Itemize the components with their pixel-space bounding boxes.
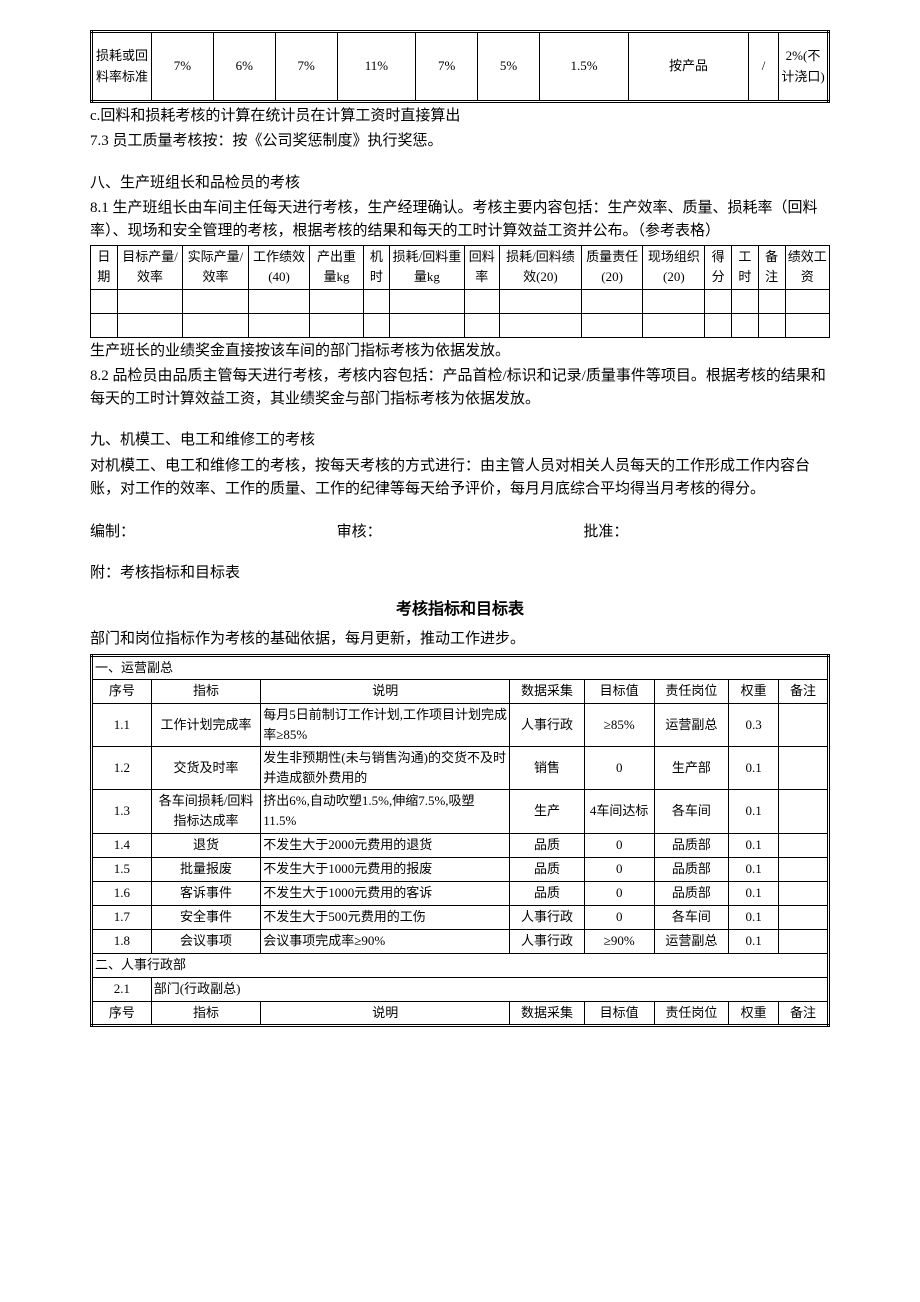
signature-row: 编制： 审核： 批准： — [90, 521, 830, 544]
t2-h7: 回料率 — [464, 246, 500, 289]
t2-header-row: 日期 目标产量/效率 实际产量/效率 工作绩效(40) 产出重量kg 机时 损耗… — [91, 246, 830, 289]
kpi-title: 考核指标和目标表 — [90, 598, 830, 623]
kpi-table: 一、运营副总 序号 指标 说明 数据采集 目标值 责任岗位 权重 备注 1.1工… — [90, 654, 830, 1027]
sign-author: 编制： — [90, 521, 337, 544]
section-9-title: 九、机模工、电工和维修工的考核 — [90, 429, 830, 452]
kpi-row-11: 1.1工作计划完成率每月5日前制订工作计划,工作项目计划完成率≥85%人事行政≥… — [92, 703, 829, 746]
t2-row-1 — [91, 289, 830, 313]
t2-h2: 实际产量/效率 — [183, 246, 248, 289]
t1-c0: 7% — [152, 32, 214, 102]
t1-c1: 6% — [213, 32, 275, 102]
para-c: c.回料和损耗考核的计算在统计员在计算工资时直接算出 — [90, 105, 830, 128]
kpi-row-17: 1.7安全事件不发生大于500元费用的工伤人事行政0各车间0.1 — [92, 905, 829, 929]
kpi-h7: 备注 — [779, 679, 829, 703]
kpi-row-13: 1.3各车间损耗/回料指标达成率挤出6%,自动吹塑1.5%,伸缩7.5%,吸塑1… — [92, 790, 829, 833]
kpi-sect2: 二、人事行政部 — [92, 953, 829, 977]
t1-c9: 2%(不计浇口) — [779, 32, 829, 102]
loss-rate-table: 损耗或回料率标准 7% 6% 7% 11% 7% 5% 1.5% 按产品 / 2… — [90, 30, 830, 103]
attachment-label: 附：考核指标和目标表 — [90, 562, 830, 585]
team-leader-table: 日期 目标产量/效率 实际产量/效率 工作绩效(40) 产出重量kg 机时 损耗… — [90, 245, 830, 337]
kpi-h2: 说明 — [261, 679, 510, 703]
kpi-h1: 指标 — [151, 679, 261, 703]
kpi-row-16: 1.6客诉事件不发生大于1000元费用的客诉品质0品质部0.1 — [92, 881, 829, 905]
t2-h12: 工时 — [732, 246, 759, 289]
kpi-row-12: 1.2交货及时率发生非预期性(未与销售沟通)的交货不及时并造成额外费用的销售0生… — [92, 747, 829, 790]
para-81: 8.1 生产班组长由车间主任每天进行考核，生产经理确认。考核主要内容包括：生产效… — [90, 197, 830, 244]
kpi-header2-row: 序号 指标 说明 数据采集 目标值 责任岗位 权重 备注 — [92, 1001, 829, 1025]
sign-approve: 批准： — [583, 521, 830, 544]
t2-h0: 日期 — [91, 246, 118, 289]
t1-c5: 5% — [478, 32, 540, 102]
para-82: 8.2 品检员由品质主管每天进行考核，考核内容包括：产品首检/标识和记录/质量事… — [90, 365, 830, 412]
t1-c8: / — [749, 32, 779, 102]
sign-review: 审核： — [337, 521, 584, 544]
t2-h5: 机时 — [363, 246, 390, 289]
t1-c7: 按产品 — [629, 32, 749, 102]
kpi-h0: 序号 — [92, 679, 152, 703]
t1-c3: 11% — [337, 32, 416, 102]
kpi-row-15: 1.5批量报废不发生大于1000元费用的报废品质0品质部0.1 — [92, 857, 829, 881]
t2-h11: 得分 — [705, 246, 732, 289]
para-73: 7.3 员工质量考核按：按《公司奖惩制度》执行奖惩。 — [90, 130, 830, 153]
t2-h9: 质量责任(20) — [581, 246, 643, 289]
t1-c6: 1.5% — [540, 32, 629, 102]
kpi-h5: 责任岗位 — [654, 679, 729, 703]
kpi-intro: 部门和岗位指标作为考核的基础依据，每月更新，推动工作进步。 — [90, 628, 830, 651]
t2-h10: 现场组织(20) — [643, 246, 705, 289]
kpi-row-18: 1.8会议事项会议事项完成率≥90%人事行政≥90%运营副总0.1 — [92, 929, 829, 953]
t2-h14: 绩效工资 — [785, 246, 829, 289]
t2-h8: 损耗/回料绩效(20) — [500, 246, 582, 289]
t2-row-2 — [91, 313, 830, 337]
t2-h4: 产出重量kg — [310, 246, 363, 289]
t2-h1: 目标产量/效率 — [117, 246, 182, 289]
para-9-body: 对机模工、电工和维修工的考核，按每天考核的方式进行：由主管人员对相关人员每天的工… — [90, 455, 830, 502]
para-8-after: 生产班长的业绩奖金直接按该车间的部门指标考核为依据发放。 — [90, 340, 830, 363]
t1-c2: 7% — [275, 32, 337, 102]
kpi-row-21: 2.1部门(行政副总) — [92, 977, 829, 1001]
t2-h6: 损耗/回料重量kg — [390, 246, 464, 289]
kpi-row-14: 1.4退货不发生大于2000元费用的退货品质0品质部0.1 — [92, 833, 829, 857]
kpi-sect1: 一、运营副总 — [92, 655, 829, 679]
kpi-h6: 权重 — [729, 679, 779, 703]
kpi-h4: 目标值 — [584, 679, 654, 703]
t1-label: 损耗或回料率标准 — [92, 32, 152, 102]
t2-h13: 备注 — [758, 246, 785, 289]
kpi-header-row: 序号 指标 说明 数据采集 目标值 责任岗位 权重 备注 — [92, 679, 829, 703]
section-8-title: 八、生产班组长和品检员的考核 — [90, 172, 830, 195]
t2-h3: 工作绩效(40) — [248, 246, 310, 289]
t1-c4: 7% — [416, 32, 478, 102]
kpi-h3: 数据采集 — [510, 679, 585, 703]
